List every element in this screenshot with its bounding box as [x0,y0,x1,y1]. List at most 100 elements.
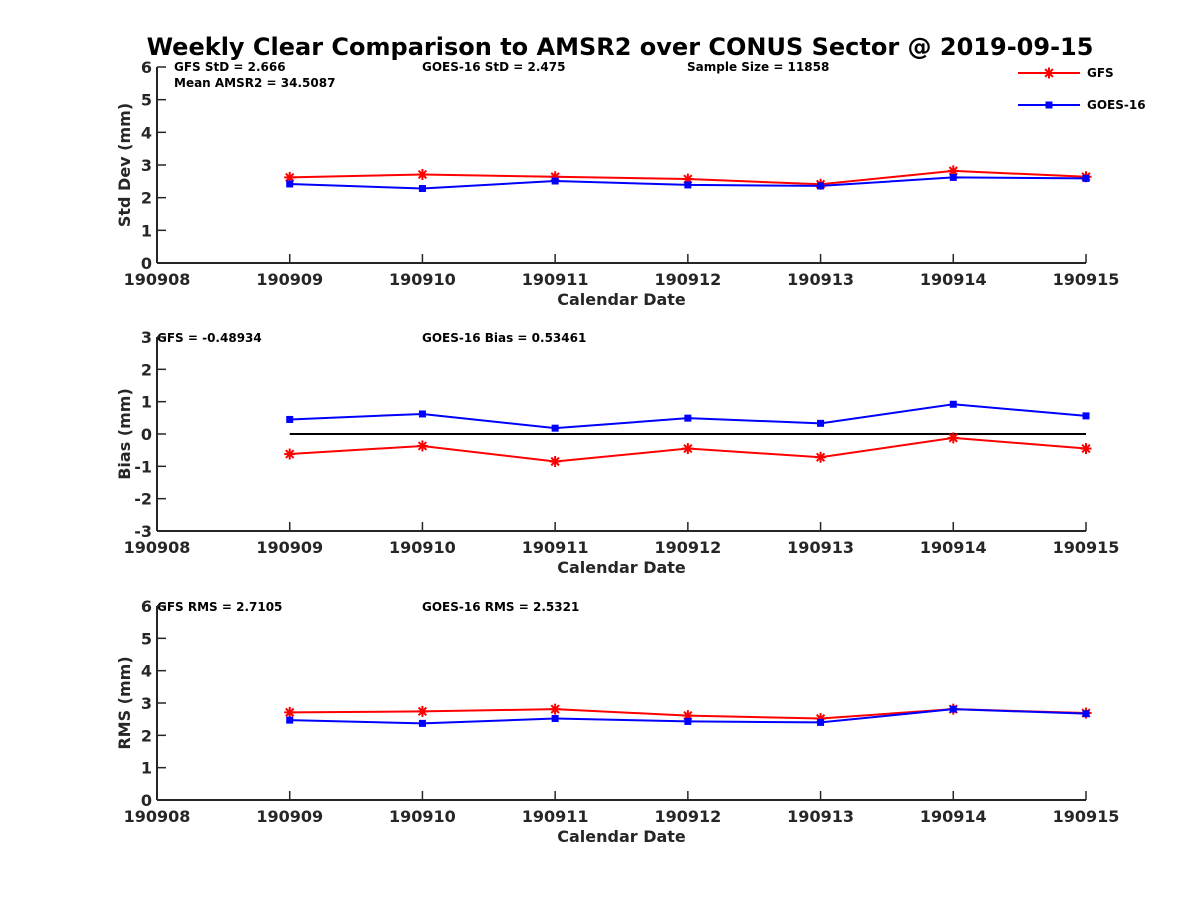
chart-title: Weekly Clear Comparison to AMSR2 over CO… [147,33,1094,61]
y-tick-label: 4 [141,123,152,142]
y-tick-label: 3 [141,694,152,713]
y-tick-label: 2 [141,360,152,379]
x-tick-label: 190910 [389,538,456,557]
x-tick-label: 190912 [654,270,721,289]
x-tick-label: 190909 [256,538,323,557]
x-tick-label: 190915 [1053,538,1120,557]
data-point-goes [1082,174,1090,182]
data-point-gfs [1080,443,1092,455]
y-tick-label: 2 [141,189,152,208]
data-point-goes [1082,412,1090,420]
legend-gfs-marker [1043,67,1055,79]
data-point-goes [949,400,957,408]
data-point-gfs [682,443,694,455]
data-point-goes [418,410,426,418]
x-axis-label: Calendar Date [557,558,686,577]
x-tick-label: 190908 [124,538,191,557]
x-tick-label: 190914 [920,538,987,557]
data-point-goes [684,717,692,725]
data-point-goes [817,419,825,427]
y-axis-label: Std Dev (mm) [115,103,134,227]
x-tick-label: 190915 [1053,807,1120,826]
x-tick-label: 190912 [654,538,721,557]
x-tick-label: 190910 [389,807,456,826]
data-point-gfs [416,440,428,452]
data-point-gfs [284,448,296,460]
y-tick-label: 3 [141,156,152,175]
data-point-goes [684,181,692,189]
data-point-goes [817,718,825,726]
y-tick-label: 0 [141,791,152,810]
data-point-goes [551,715,559,723]
data-point-goes [286,716,294,724]
y-tick-label: 0 [141,254,152,273]
data-point-goes [684,414,692,422]
data-point-goes [418,719,426,727]
annotation-gfs-std: GFS StD = 2.666 [174,60,286,74]
x-axis-label: Calendar Date [557,827,686,846]
annotation-gfs-rms: GFS RMS = 2.7105 [157,600,282,614]
y-tick-label: -2 [134,490,152,509]
x-tick-label: 190911 [522,807,589,826]
x-tick-label: 190908 [124,807,191,826]
y-tick-label: -3 [134,522,152,541]
x-tick-label: 190910 [389,270,456,289]
y-tick-label: 5 [141,629,152,648]
annotation-goes-std: GOES-16 StD = 2.475 [422,60,565,74]
data-point-goes [949,705,957,713]
data-point-goes [949,173,957,181]
data-point-gfs [947,432,959,444]
y-tick-label: 6 [141,58,152,77]
y-tick-label: 2 [141,726,152,745]
x-tick-label: 190909 [256,270,323,289]
x-tick-label: 190909 [256,807,323,826]
x-tick-label: 190912 [654,807,721,826]
y-tick-label: 4 [141,662,152,681]
data-point-gfs [549,703,561,715]
data-point-goes [1082,710,1090,718]
y-tick-label: 3 [141,328,152,347]
y-tick-label: 0 [141,425,152,444]
y-tick-label: -1 [134,457,152,476]
annotation-goes-bias: GOES-16 Bias = 0.53461 [422,331,586,345]
x-tick-label: 190914 [920,807,987,826]
data-point-goes [286,415,294,423]
panel-rms: GFS RMS = 2.7105 GOES-16 RMS = 2.5321 01… [115,597,1119,846]
y-axis-label: Bias (mm) [115,388,134,480]
legend-label-gfs: GFS [1087,66,1114,80]
x-tick-label: 190913 [787,538,854,557]
x-tick-label: 190914 [920,270,987,289]
data-point-goes [286,180,294,188]
x-axis-label: Calendar Date [557,290,686,309]
y-tick-label: 1 [141,759,152,778]
data-point-goes [418,185,426,193]
x-tick-label: 190913 [787,270,854,289]
annotation-gfs-bias: GFS = -0.48934 [157,331,262,345]
y-tick-label: 6 [141,597,152,616]
y-tick-label: 5 [141,91,152,110]
data-point-goes [817,182,825,190]
panel-stddev: GFS StD = 2.666 Mean AMSR2 = 34.5087 GOE… [115,58,1119,309]
legend-goes-marker [1045,101,1053,109]
y-axis-label: RMS (mm) [115,656,134,749]
annotation-sample-size: Sample Size = 11858 [687,60,829,74]
legend: GFS GOES-16 [1018,66,1146,112]
x-tick-label: 190913 [787,807,854,826]
x-tick-label: 190908 [124,270,191,289]
data-point-gfs [416,705,428,717]
data-point-goes [551,424,559,432]
annotation-mean-amsr2: Mean AMSR2 = 34.5087 [174,76,335,90]
annotation-goes-rms: GOES-16 RMS = 2.5321 [422,600,579,614]
data-point-gfs [284,706,296,718]
data-point-goes [551,177,559,185]
data-point-gfs [549,455,561,467]
x-tick-label: 190911 [522,270,589,289]
x-tick-label: 190911 [522,538,589,557]
y-tick-label: 1 [141,393,152,412]
data-point-gfs [815,451,827,463]
legend-label-goes: GOES-16 [1087,98,1146,112]
x-tick-label: 190915 [1053,270,1120,289]
y-tick-label: 1 [141,221,152,240]
data-point-gfs [416,168,428,180]
